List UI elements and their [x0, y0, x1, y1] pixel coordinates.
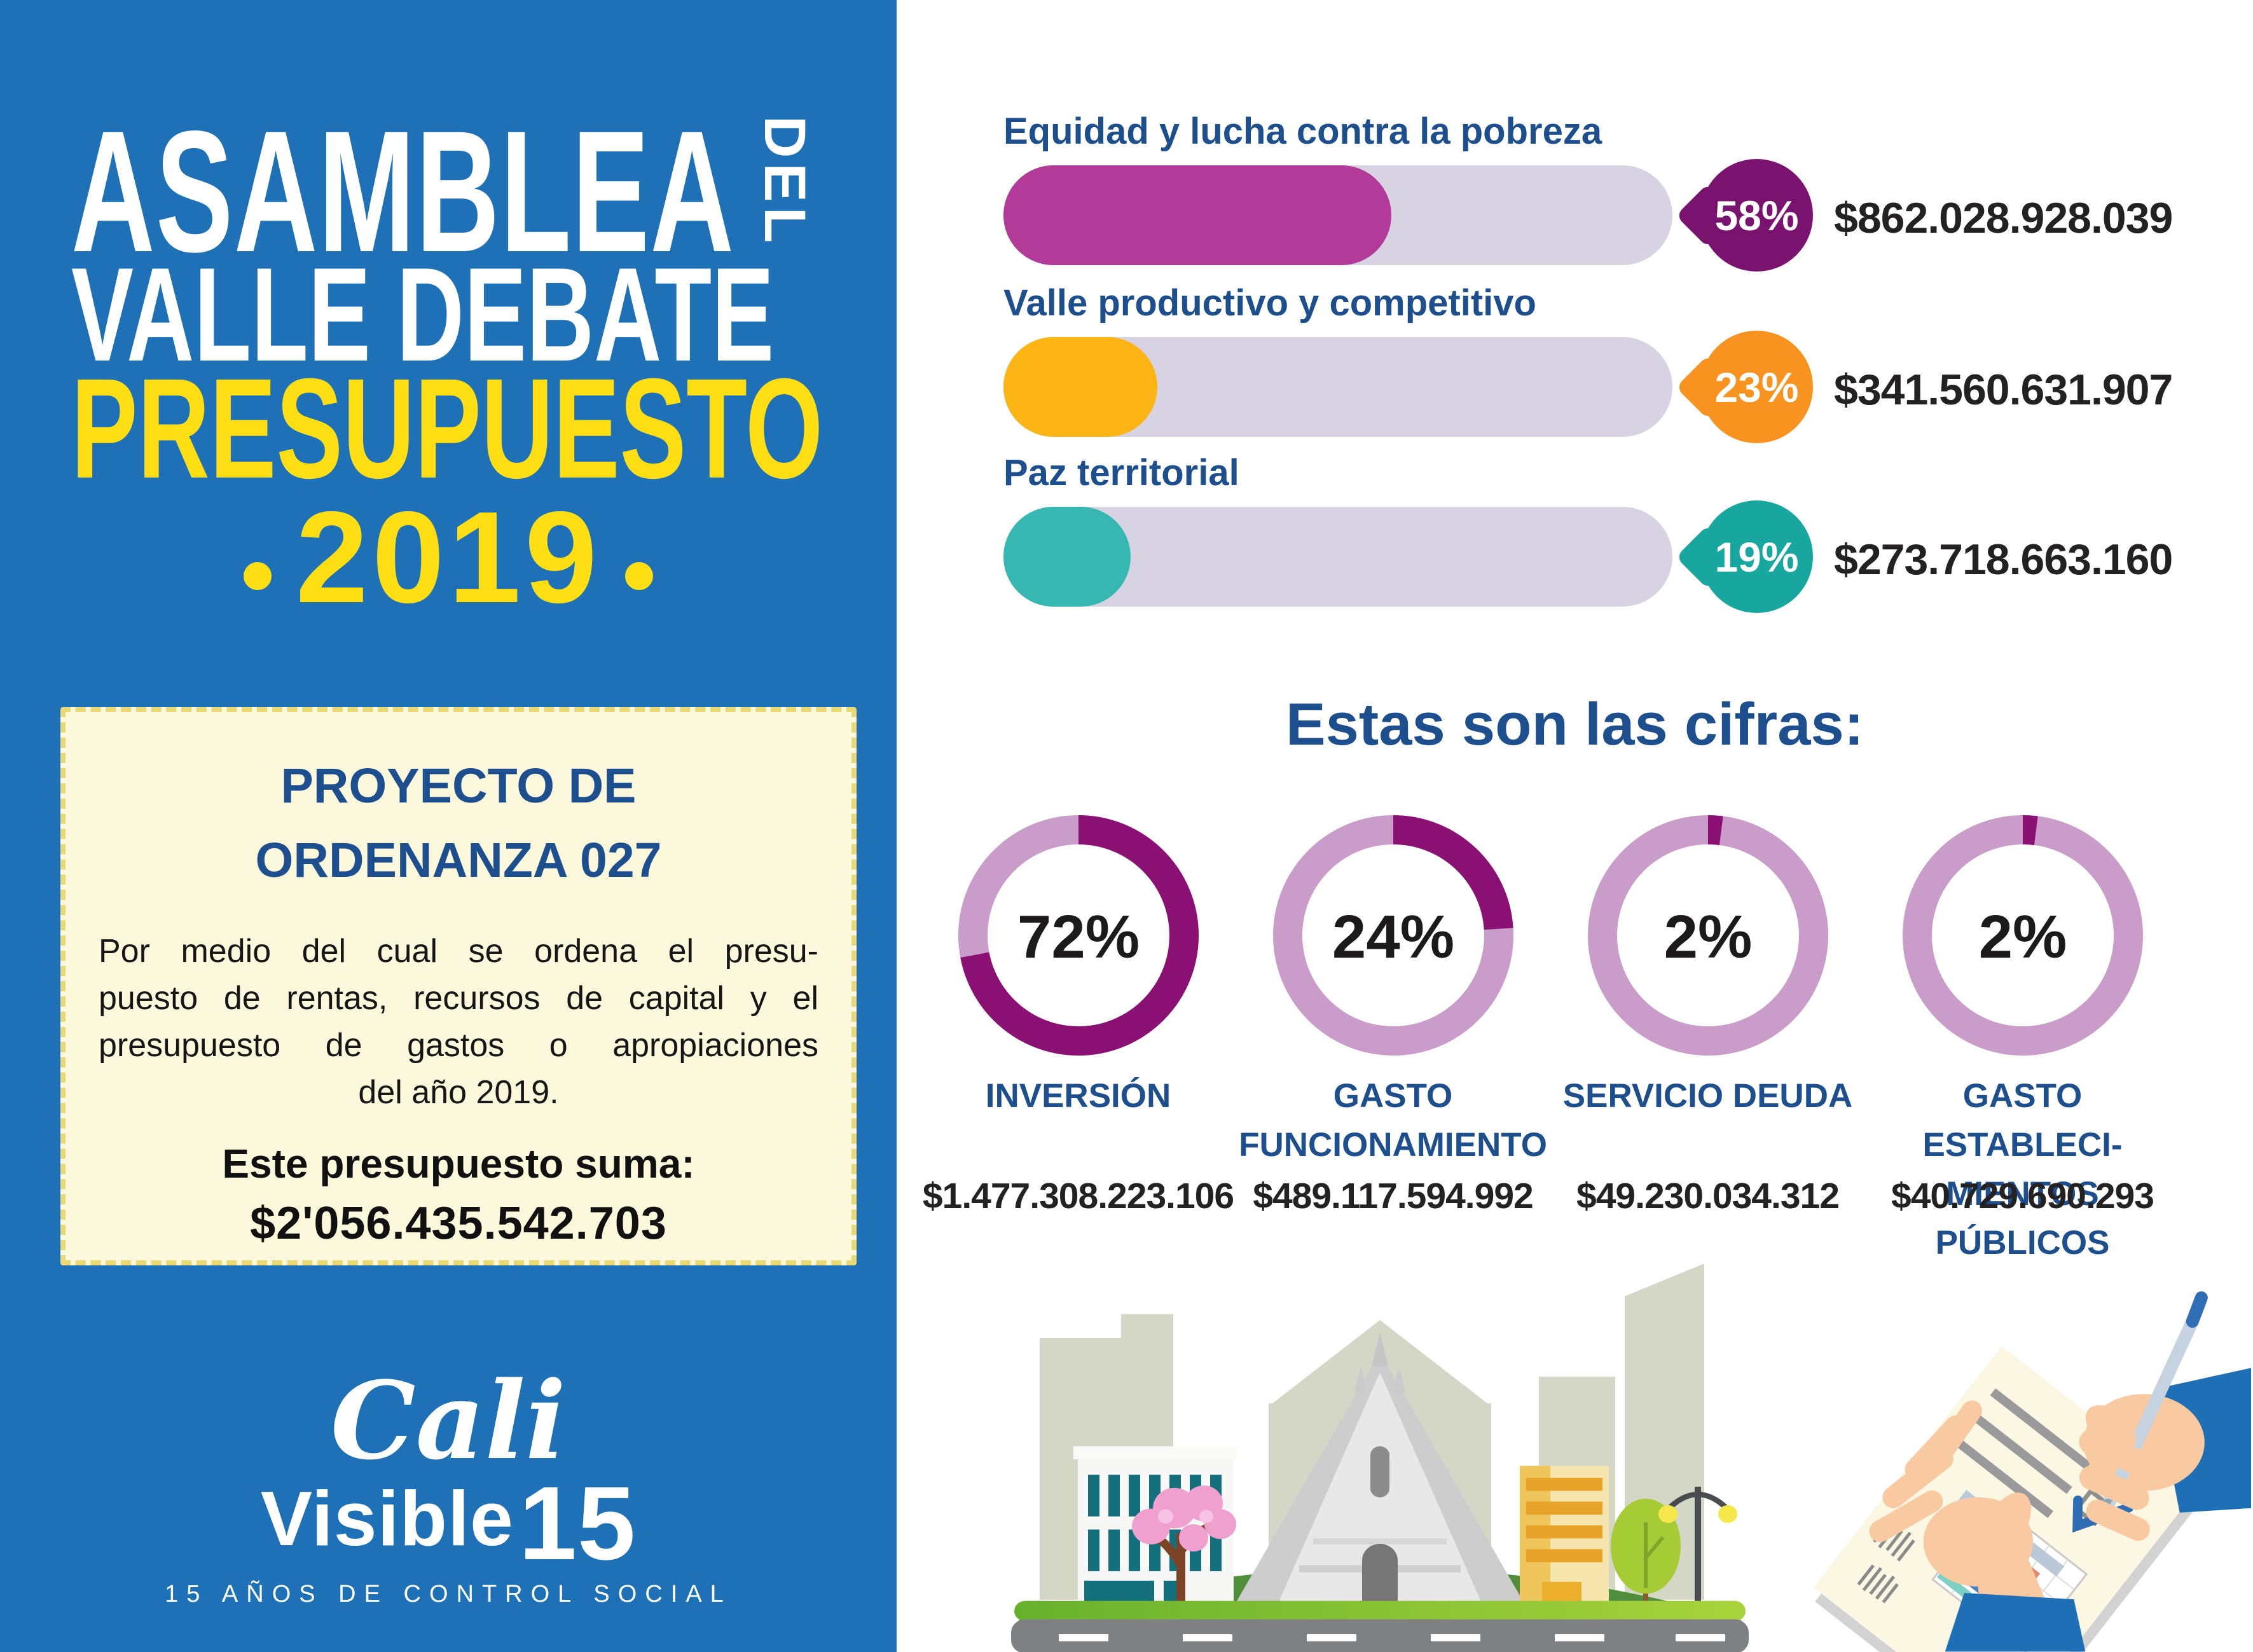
- logo-15: 15: [518, 1465, 637, 1581]
- percent-badge-value: 58%: [1714, 191, 1799, 239]
- logo-cali-script: Cali: [330, 1358, 567, 1483]
- pillar-row-paz-territorial: Paz territorial 19% $273.718.663.160: [1003, 452, 2253, 613]
- yellow-building: [1520, 1466, 1609, 1618]
- title-presupuesto: PRESUPUESTO: [71, 349, 823, 508]
- donut-label-line1: INVERSIÓN: [985, 1077, 1171, 1115]
- year-dot-right: [625, 562, 654, 590]
- donut-amount: $49.230.034.312: [1576, 1176, 1840, 1216]
- pillar-row-equidad: Equidad y lucha contra la pobreza 58% $8…: [1003, 111, 2253, 272]
- bar-fill: [1003, 165, 1392, 265]
- percent-badge-value: 19%: [1714, 533, 1799, 581]
- donut-col-servicio-deuda: 2% SERVICIO DEUDA $49.230.034.312: [1550, 815, 1865, 1217]
- donut-col-gasto-establecimientos: 2% GASTO ESTABLECI- MIENTOS PÚBLICOS $40…: [1865, 815, 2180, 1262]
- donut-percent: 2%: [1664, 903, 1752, 971]
- pillar-amount: $341.560.631.907: [1834, 366, 2173, 414]
- bar-track: [1003, 507, 1672, 607]
- bar-fill: [1003, 337, 1157, 437]
- pillar-amount: $862.028.928.039: [1834, 194, 2173, 242]
- donut-amount: $40.729.690.293: [1891, 1176, 2154, 1216]
- pillar-label: Valle productivo y competitivo: [1003, 282, 1536, 324]
- donut-chart: 2%: [1902, 815, 2143, 1056]
- donut-label: SERVICIO DEUDA: [1550, 1072, 1865, 1175]
- donut-percent: 2%: [1978, 903, 2067, 971]
- card-body: Por medio del cual se ordena el presu- p…: [99, 928, 818, 1116]
- donut-arc: [958, 815, 1199, 1056]
- logo-visible-text: Visible: [260, 1475, 514, 1562]
- sleeve-bottom: [1945, 1593, 2086, 1652]
- donut-amount: $489.117.594.992: [1253, 1176, 1533, 1216]
- pillar-row-valle-productivo: Valle productivo y competitivo 23% $341.…: [1003, 282, 2253, 443]
- percent-badge: 19%: [1700, 500, 1813, 613]
- year-dot-left: [243, 562, 272, 590]
- left-panel: ASAMBLEA DEL VALLE DEBATE PRESUPUESTO 20…: [0, 0, 897, 1652]
- donut-label-line2: MIENTOS PÚBLICOS: [1935, 1174, 2110, 1262]
- pillar-bar-row: 58% $862.028.928.039: [1003, 159, 2253, 272]
- ordenanza-card: PROYECTO DE ORDENANZA 027 Por medio del …: [60, 707, 857, 1265]
- writing-hand: [2079, 1291, 2251, 1541]
- title-del-vertical: DEL: [752, 116, 817, 248]
- cifras-heading: Estas son las cifras:: [1285, 691, 1864, 757]
- donut-chart: 24%: [1272, 815, 1513, 1056]
- road: [1011, 1619, 1749, 1652]
- title-year: 2019: [295, 485, 602, 630]
- card-heading: PROYECTO DE ORDENANZA 027: [99, 749, 818, 898]
- donut-label-line1: SERVICIO DEUDA: [1562, 1077, 1853, 1115]
- percent-badge: 58%: [1700, 159, 1813, 272]
- donut-arc: [1587, 815, 1828, 1056]
- budget-sum-label: Este presupuesto suma:: [222, 1141, 695, 1187]
- church-building: [1227, 1332, 1533, 1618]
- card-body-line: presupuesto de gastos o apropiaciones: [99, 1026, 818, 1064]
- title-valle-debate: VALLE DEBATE: [71, 240, 775, 389]
- card-heading-line1: PROYECTO DE: [280, 759, 637, 813]
- road-dashes: [1059, 1634, 1725, 1642]
- percent-badge: 23%: [1700, 331, 1813, 443]
- donut-arc: [1272, 815, 1513, 1056]
- donut-percent: 72%: [1017, 903, 1139, 971]
- donut-chart: 2%: [1587, 815, 1828, 1056]
- card-body-line: puesto de rentas, recursos de capital y …: [99, 979, 818, 1017]
- grass-band: [1014, 1600, 1746, 1621]
- hands-writing-illustration: [1813, 1291, 2251, 1652]
- card-body-line: del año 2019.: [358, 1073, 559, 1111]
- donut-label: INVERSIÓN: [921, 1072, 1236, 1175]
- pen-cap: [2186, 1291, 2208, 1328]
- pillar-bar-row: 19% $273.718.663.160: [1003, 500, 2253, 613]
- percent-badge-value: 23%: [1714, 363, 1799, 411]
- title-year-row: 2019: [0, 492, 897, 623]
- pillar-label: Paz territorial: [1003, 452, 1239, 493]
- donut-label-line2: FUNCIONAMIENTO: [1239, 1125, 1547, 1164]
- donut-label: GASTO ESTABLECI- MIENTOS PÚBLICOS: [1865, 1072, 2180, 1262]
- donut-charts-row: 72% INVERSIÓN $1.477.308.223.106 24% GAS…: [921, 815, 2180, 1262]
- donut-label-line1: GASTO ESTABLECI-: [1922, 1077, 2123, 1164]
- green-tree: [1611, 1498, 1681, 1601]
- pillar-amount: $273.718.663.160: [1834, 535, 2173, 584]
- donut-percent: 24%: [1332, 903, 1454, 971]
- donut-arc: [1902, 815, 2143, 1056]
- bar-fill: [1003, 507, 1131, 607]
- holding-hand: [1869, 1400, 2086, 1652]
- pink-tree: [1132, 1485, 1236, 1618]
- donut-label-line1: GASTO: [1333, 1077, 1453, 1115]
- donut-col-inversion: 72% INVERSIÓN $1.477.308.223.106: [921, 815, 1236, 1217]
- bar-track: [1003, 165, 1672, 265]
- pillar-bar-row: 23% $341.560.631.907: [1003, 331, 2253, 443]
- logo-tagline: 15 AÑOS DE CONTROL SOCIAL: [165, 1581, 732, 1607]
- donut-amount: $1.477.308.223.106: [922, 1176, 1234, 1216]
- title-asamblea: ASAMBLEA: [71, 95, 735, 288]
- pillar-label: Equidad y lucha contra la pobreza: [1003, 111, 1602, 152]
- text-lines: [1952, 1388, 2091, 1518]
- card-heading-line2: ORDENANZA 027: [255, 833, 662, 888]
- bar-track: [1003, 337, 1672, 437]
- cali-visible-logo: Cali Visible15 15 AÑOS DE CONTROL SOCIAL: [0, 1367, 897, 1608]
- donut-chart: 72%: [958, 815, 1199, 1056]
- city-illustration: [1011, 1263, 1749, 1652]
- budget-sum-value: $2'056.435.542.703: [250, 1198, 667, 1249]
- logo-visible-word: Visible15: [0, 1457, 897, 1576]
- card-body-line: Por medio del cual se ordena el presu-: [99, 933, 818, 970]
- donut-label: GASTO FUNCIONAMIENTO: [1236, 1072, 1550, 1175]
- donut-col-gasto-funcionamiento: 24% GASTO FUNCIONAMIENTO $489.117.594.99…: [1236, 815, 1550, 1217]
